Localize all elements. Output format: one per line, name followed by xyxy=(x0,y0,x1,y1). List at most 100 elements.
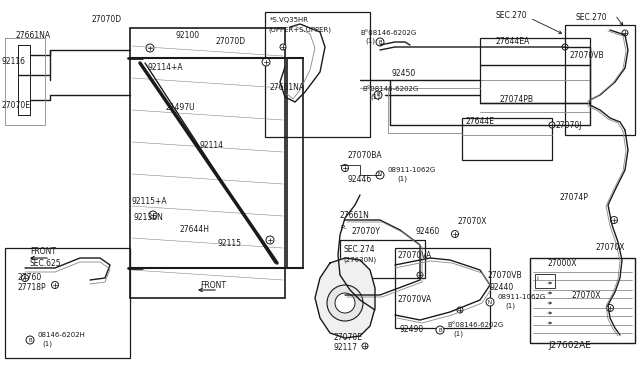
Text: FRONT: FRONT xyxy=(200,282,226,291)
Text: (UPPER+S.UPPER): (UPPER+S.UPPER) xyxy=(268,27,331,33)
Text: (1): (1) xyxy=(365,38,375,44)
Text: (1): (1) xyxy=(505,303,515,309)
Circle shape xyxy=(327,285,363,321)
Circle shape xyxy=(342,164,349,171)
Circle shape xyxy=(51,282,58,289)
Text: J27602AE: J27602AE xyxy=(548,340,591,350)
Text: B: B xyxy=(438,327,442,333)
Text: i: i xyxy=(536,276,538,282)
Text: 27760: 27760 xyxy=(18,273,42,282)
Text: 92460: 92460 xyxy=(415,228,439,237)
Text: 27070J: 27070J xyxy=(555,121,582,129)
Text: 27070Y: 27070Y xyxy=(352,228,381,237)
Circle shape xyxy=(262,58,270,66)
Text: 92115: 92115 xyxy=(218,240,242,248)
Circle shape xyxy=(22,275,29,282)
Text: FRONT: FRONT xyxy=(30,247,56,257)
Circle shape xyxy=(562,44,568,50)
Text: (1): (1) xyxy=(42,341,52,347)
Text: 08911-1062G: 08911-1062G xyxy=(388,167,436,173)
Text: 27070VA: 27070VA xyxy=(398,251,432,260)
Text: 92446: 92446 xyxy=(348,176,372,185)
Text: 27661N: 27661N xyxy=(340,211,370,219)
Text: 21497U: 21497U xyxy=(165,103,195,112)
Circle shape xyxy=(26,336,34,344)
Text: 27661NA: 27661NA xyxy=(270,83,305,92)
Text: 27070VA: 27070VA xyxy=(398,295,432,305)
Text: 27070X: 27070X xyxy=(572,291,602,299)
Text: B°08146-6202G: B°08146-6202G xyxy=(447,322,503,328)
Circle shape xyxy=(457,307,463,313)
Text: B°08146-6202G: B°08146-6202G xyxy=(360,30,416,36)
Text: (27630N): (27630N) xyxy=(343,257,376,263)
Circle shape xyxy=(549,122,555,128)
Text: 92450: 92450 xyxy=(392,70,416,78)
Text: 27000X: 27000X xyxy=(548,260,577,269)
Bar xyxy=(395,248,490,328)
Polygon shape xyxy=(315,258,375,338)
Text: 27661NA: 27661NA xyxy=(16,31,51,39)
Text: 92115+A: 92115+A xyxy=(132,198,168,206)
Text: 27070E: 27070E xyxy=(333,334,362,343)
Text: SEC.274: SEC.274 xyxy=(343,246,374,254)
Text: 27644H: 27644H xyxy=(180,225,210,234)
Text: 27070E: 27070E xyxy=(2,100,31,109)
Text: P-: P- xyxy=(340,225,346,231)
Circle shape xyxy=(376,171,384,179)
Circle shape xyxy=(335,293,355,313)
Text: B: B xyxy=(376,93,380,97)
Bar xyxy=(530,258,635,343)
Text: SEC.270: SEC.270 xyxy=(575,13,607,22)
Bar xyxy=(287,58,303,268)
Circle shape xyxy=(607,305,614,311)
Text: N: N xyxy=(378,173,382,177)
Circle shape xyxy=(451,231,458,237)
Circle shape xyxy=(486,298,494,306)
Circle shape xyxy=(146,44,154,52)
Bar xyxy=(535,274,555,288)
Circle shape xyxy=(266,236,274,244)
Text: 27070BA: 27070BA xyxy=(348,151,383,160)
Text: 27718P: 27718P xyxy=(18,283,47,292)
Text: (1): (1) xyxy=(397,176,407,182)
Bar xyxy=(480,38,590,103)
Circle shape xyxy=(611,217,618,224)
Bar xyxy=(265,12,370,137)
Bar xyxy=(565,25,635,135)
Text: (1): (1) xyxy=(453,331,463,337)
Text: 92100: 92100 xyxy=(175,32,199,41)
Bar xyxy=(5,248,130,358)
Text: 92114+A: 92114+A xyxy=(148,64,184,73)
Text: N: N xyxy=(488,299,492,305)
Text: 27644EA: 27644EA xyxy=(495,38,529,46)
Circle shape xyxy=(417,272,423,278)
Text: SEC.625: SEC.625 xyxy=(30,259,61,267)
Text: 27074PB: 27074PB xyxy=(500,96,534,105)
Text: 27070VB: 27070VB xyxy=(488,270,523,279)
Text: 92117: 92117 xyxy=(333,343,357,353)
Text: 92116: 92116 xyxy=(2,58,26,67)
Text: 27070D: 27070D xyxy=(92,16,122,25)
Text: 27644E: 27644E xyxy=(465,118,494,126)
Bar xyxy=(340,240,425,278)
Text: 27070X: 27070X xyxy=(595,244,625,253)
Circle shape xyxy=(436,326,444,334)
Circle shape xyxy=(622,30,628,36)
Text: 92136N: 92136N xyxy=(134,214,164,222)
Text: B: B xyxy=(28,337,32,343)
Text: 27070VB: 27070VB xyxy=(570,51,605,60)
Text: B°08146-6202G: B°08146-6202G xyxy=(362,86,419,92)
Bar xyxy=(130,28,285,298)
Text: 92114: 92114 xyxy=(200,141,224,150)
Circle shape xyxy=(376,38,384,46)
Text: 92490: 92490 xyxy=(400,326,424,334)
Text: 08911-1062G: 08911-1062G xyxy=(498,294,547,300)
Circle shape xyxy=(362,343,368,349)
Text: 92440: 92440 xyxy=(490,283,515,292)
Text: 27070D: 27070D xyxy=(215,38,245,46)
Circle shape xyxy=(374,91,382,99)
Bar xyxy=(462,118,552,160)
Text: 08146-6202H: 08146-6202H xyxy=(37,332,85,338)
Text: B: B xyxy=(378,39,382,45)
Text: *S.VQ35HR: *S.VQ35HR xyxy=(270,17,309,23)
